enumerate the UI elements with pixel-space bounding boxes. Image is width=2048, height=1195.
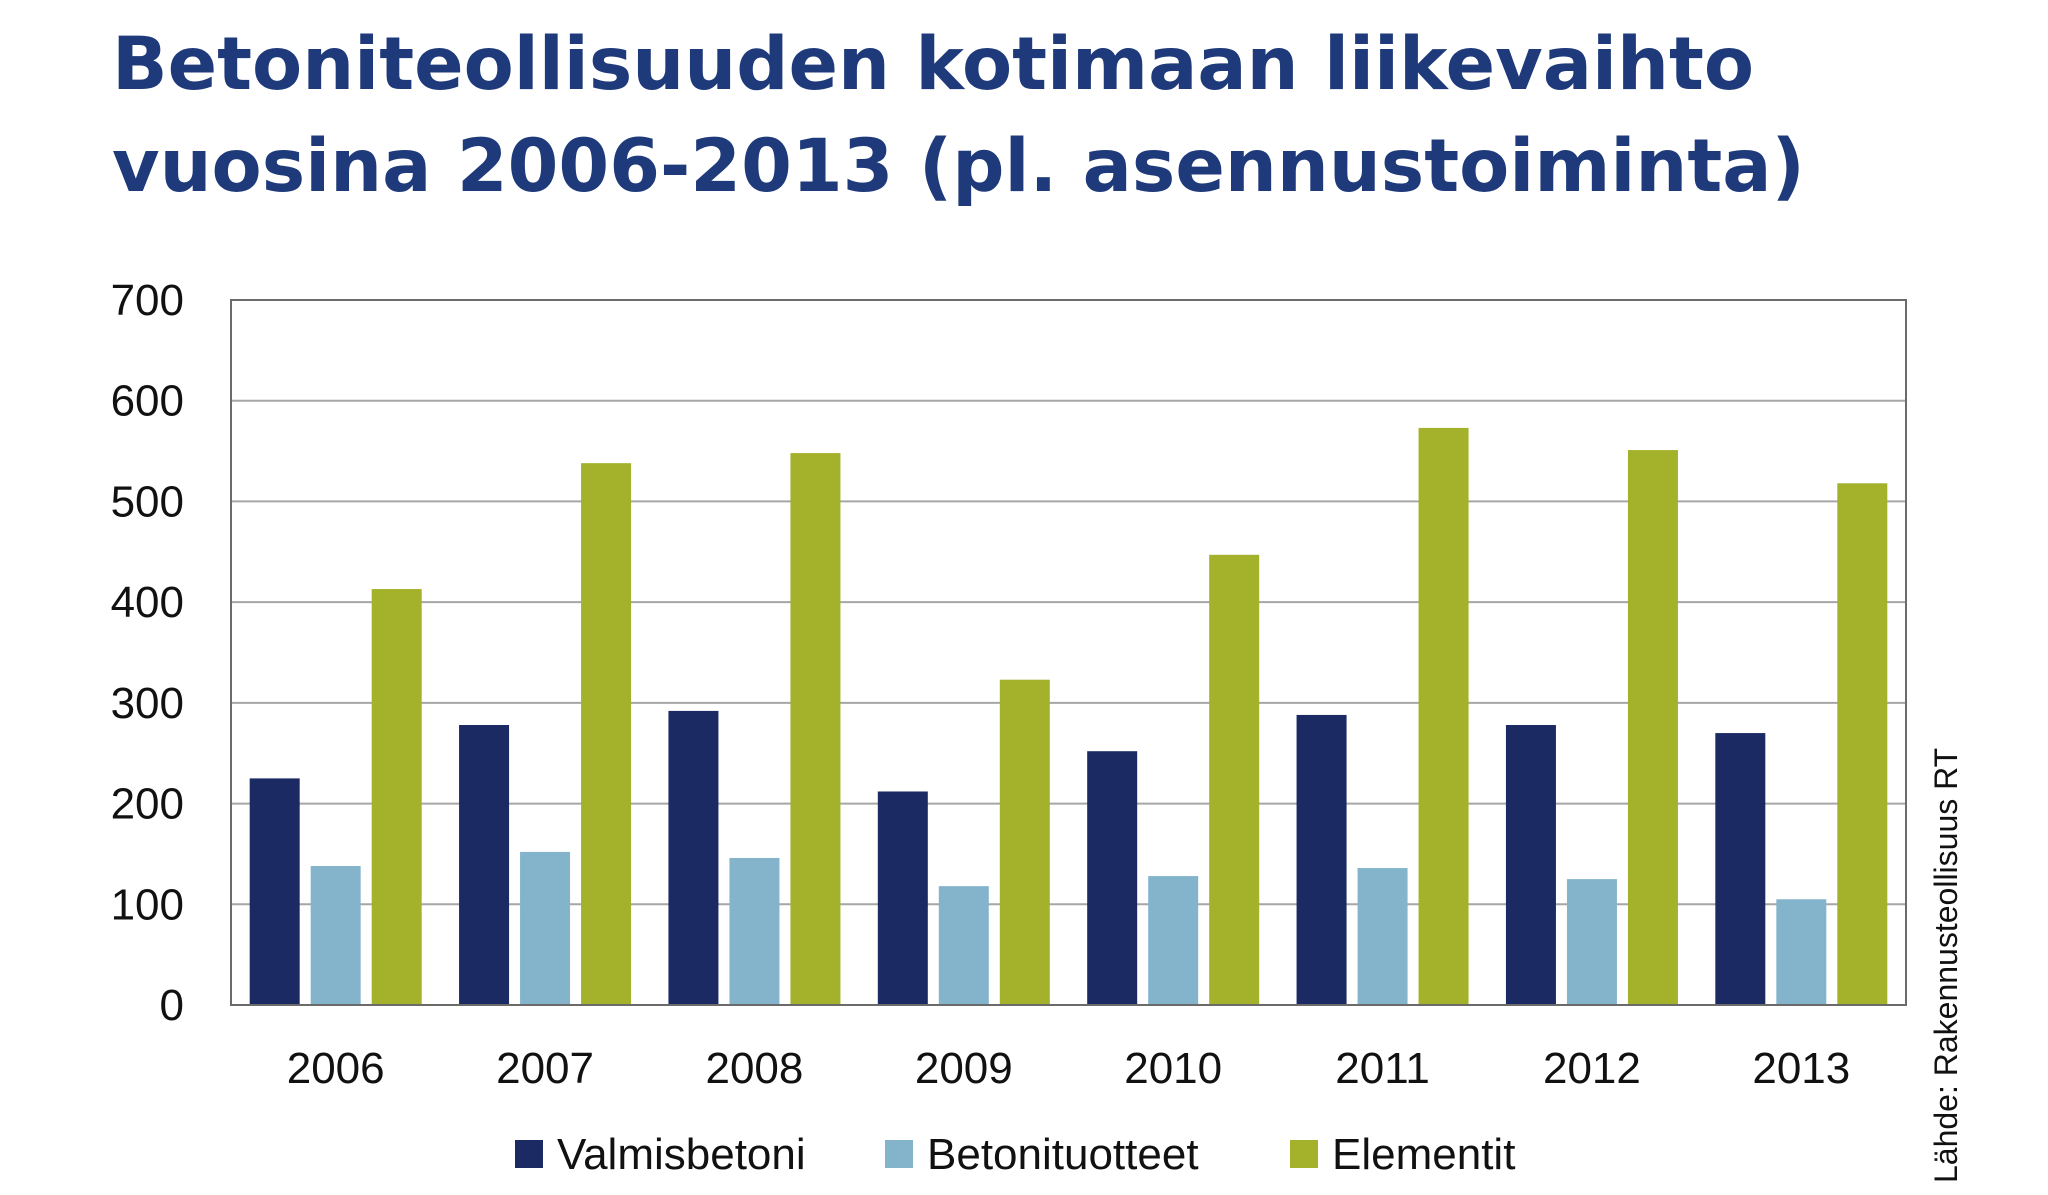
legend-label-valmisbetoni: Valmisbetoni — [557, 1130, 806, 1179]
bar-betonituotteet-2007 — [520, 851, 571, 1005]
bar-elementit-2010 — [1209, 554, 1260, 1005]
bar-valmisbetoni-2010 — [1087, 751, 1138, 1005]
x-tick-label: 2013 — [1752, 1044, 1850, 1093]
bar-elementit-2006 — [371, 589, 422, 1005]
bar-valmisbetoni-2009 — [877, 791, 928, 1005]
bars — [249, 427, 1888, 1006]
y-tick-label: 700 — [111, 276, 184, 325]
bar-betonituotteet-2010 — [1148, 876, 1199, 1005]
x-tick-label: 2009 — [915, 1044, 1013, 1093]
bar-valmisbetoni-2012 — [1505, 725, 1556, 1005]
bar-betonituotteet-2008 — [729, 857, 780, 1005]
bar-valmisbetoni-2013 — [1715, 733, 1766, 1005]
legend-swatch-betonituotteet — [885, 1140, 913, 1168]
bar-valmisbetoni-2007 — [459, 725, 510, 1005]
bar-elementit-2008 — [790, 453, 841, 1006]
x-tick-label: 2006 — [287, 1044, 385, 1093]
y-tick-label: 400 — [111, 578, 184, 627]
chart-title: Betoniteollisuuden kotimaan liikevaihto … — [112, 14, 1992, 218]
x-tick-label: 2011 — [1335, 1044, 1430, 1093]
bar-elementit-2007 — [581, 463, 632, 1006]
bar-betonituotteet-2013 — [1776, 899, 1827, 1005]
bar-elementit-2009 — [999, 679, 1050, 1005]
y-tick-label: 0 — [160, 981, 184, 1030]
bar-elementit-2011 — [1418, 427, 1469, 1006]
bar-betonituotteet-2011 — [1357, 868, 1408, 1005]
legend-swatch-elementit — [1290, 1140, 1318, 1168]
source-note: Lähde: Rakennusteollisuus RT — [1928, 748, 1964, 1183]
y-axis-ticks: 0 100 200 300 400 500 600 700 — [111, 276, 184, 1030]
y-tick-label: 200 — [111, 780, 184, 829]
y-tick-label: 600 — [111, 377, 184, 426]
bar-valmisbetoni-2011 — [1296, 714, 1347, 1005]
legend-label-betonituotteet: Betonituotteet — [927, 1130, 1199, 1179]
bar-valmisbetoni-2008 — [668, 710, 719, 1005]
chart-title-line-2: vuosina 2006-2013 (pl. asennustoiminta) — [112, 124, 1805, 209]
bar-betonituotteet-2006 — [310, 866, 361, 1005]
x-tick-label: 2007 — [496, 1044, 594, 1093]
gridlines — [231, 399, 1906, 906]
bar-betonituotteet-2009 — [938, 886, 989, 1005]
x-tick-label: 2008 — [705, 1044, 803, 1093]
y-tick-label: 300 — [111, 679, 184, 728]
plot-frame — [230, 299, 1907, 1006]
y-tick-label: 500 — [111, 477, 184, 526]
bar-betonituotteet-2012 — [1566, 879, 1617, 1005]
legend: Valmisbetoni Betonituotteet Elementit — [515, 1130, 1515, 1179]
y-tick-label: 100 — [111, 880, 184, 929]
x-axis-ticks: 2006 2007 2008 2009 2010 2011 2012 2013 — [287, 1044, 1851, 1093]
legend-swatch-valmisbetoni — [515, 1140, 543, 1168]
x-tick-label: 2010 — [1124, 1044, 1222, 1093]
x-tick-label: 2012 — [1543, 1044, 1641, 1093]
bar-elementit-2013 — [1837, 483, 1888, 1005]
bar-elementit-2012 — [1627, 450, 1678, 1005]
bar-valmisbetoni-2006 — [249, 778, 300, 1005]
legend-label-elementit: Elementit — [1332, 1130, 1515, 1179]
chart-title-line-1: Betoniteollisuuden kotimaan liikevaihto — [112, 22, 1755, 107]
